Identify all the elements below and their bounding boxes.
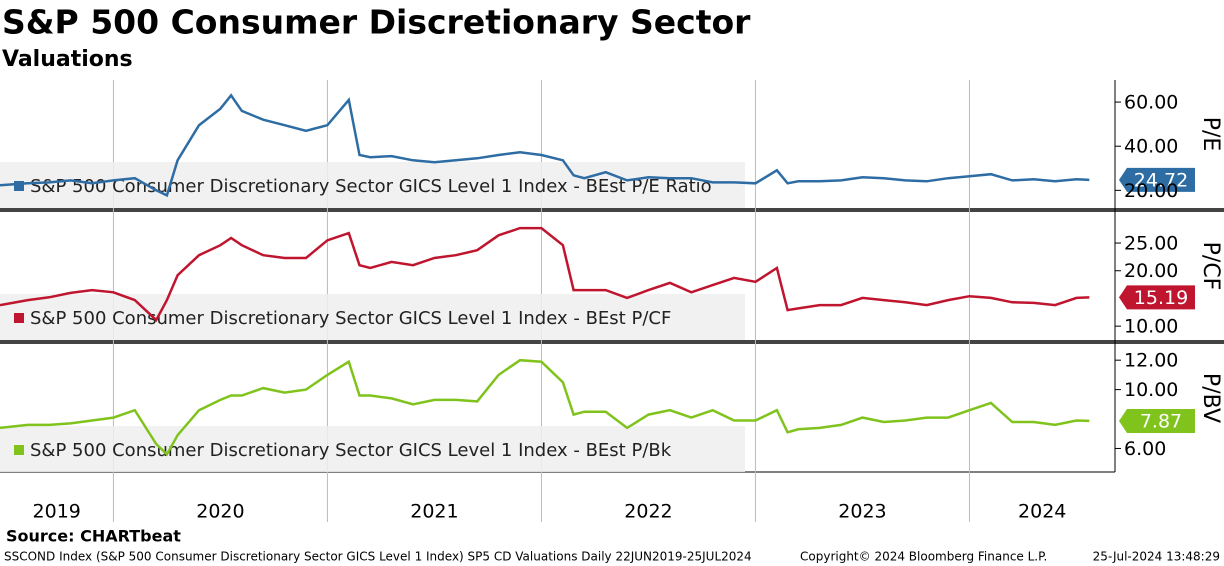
- legend-box: [0, 426, 745, 472]
- series-line: [0, 358, 1090, 457]
- y-axis-label: P/BV: [1198, 373, 1223, 423]
- x-tick-label: 2022: [624, 501, 672, 523]
- y-tick-label: 10.00: [1124, 379, 1178, 401]
- series-line: [0, 93, 1090, 198]
- last-value-label: 24.72: [1134, 169, 1188, 191]
- source: Source: CHARTbeat: [6, 527, 181, 546]
- last-value-label: 7.87: [1140, 410, 1182, 432]
- panel-separator: [0, 208, 1224, 212]
- x-tick-label: 2019: [33, 501, 81, 523]
- y-tick-label: 20.00: [1124, 180, 1178, 202]
- timestamp: 25-Jul-2024 13:48:29: [1093, 550, 1220, 564]
- x-tick-label: 2020: [196, 501, 244, 523]
- y-tick-label: 25.00: [1124, 233, 1178, 255]
- legend-label: S&P 500 Consumer Discretionary Sector GI…: [30, 440, 672, 461]
- legend-swatch: [14, 445, 24, 455]
- footer-description: SSCOND Index (S&P 500 Consumer Discretio…: [4, 550, 752, 564]
- x-tick-label: 2021: [410, 501, 458, 523]
- legend-swatch: [14, 181, 24, 191]
- last-value-label: 15.19: [1134, 287, 1188, 309]
- chart-title: S&P 500 Consumer Discretionary Sector: [2, 3, 751, 42]
- x-tick-label: 2024: [1018, 501, 1066, 523]
- y-tick-label: 20.00: [1124, 260, 1178, 282]
- y-tick-label: 10.00: [1124, 316, 1178, 338]
- last-value-box: [1119, 408, 1195, 433]
- panel-separator: [0, 340, 1224, 344]
- x-tick-label: 2023: [838, 501, 886, 523]
- legend-swatch: [14, 313, 24, 323]
- y-tick-label: 40.00: [1124, 136, 1178, 158]
- copyright: Copyright© 2024 Bloomberg Finance L.P.: [800, 550, 1047, 564]
- legend-box: [0, 294, 745, 340]
- y-tick-label: 12.00: [1124, 350, 1178, 372]
- series-line: [0, 226, 1090, 323]
- y-tick-label: 60.00: [1124, 92, 1178, 114]
- legend-label: S&P 500 Consumer Discretionary Sector GI…: [30, 176, 712, 197]
- y-axis-label: P/E: [1198, 117, 1223, 152]
- legend-label: S&P 500 Consumer Discretionary Sector GI…: [30, 308, 671, 329]
- legend-box: [0, 162, 745, 208]
- y-axis-label: P/CF: [1198, 242, 1223, 291]
- last-value-box: [1119, 167, 1195, 192]
- last-value-box: [1119, 285, 1195, 310]
- y-tick-label: 6.00: [1124, 438, 1166, 460]
- chart-subtitle: Valuations: [2, 47, 133, 72]
